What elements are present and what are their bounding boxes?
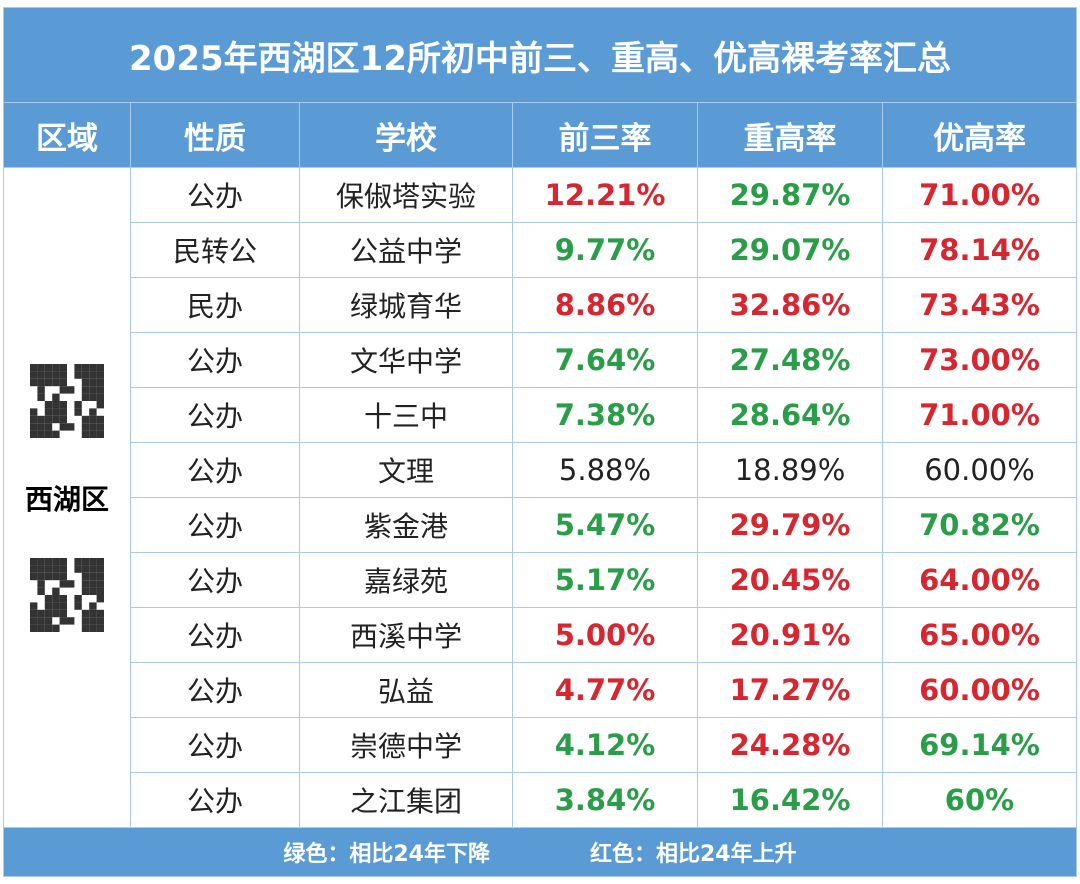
rate-cell: 73.00%: [882, 332, 1077, 388]
column-header: 前三率: [512, 102, 698, 168]
rate-cell: 24.28%: [697, 717, 883, 773]
rate-cell: 5.17%: [512, 552, 698, 608]
rate-cell: 5.47%: [512, 497, 698, 553]
school-type: 公办: [130, 332, 300, 388]
rate-cell: 71.00%: [882, 167, 1077, 223]
school-type: 民办: [130, 277, 300, 333]
region-cell: 西湖区: [3, 167, 131, 828]
school-name: 之江集团: [299, 772, 513, 828]
school-name: 十三中: [299, 387, 513, 443]
school-name: 文理: [299, 442, 513, 498]
school-type: 公办: [130, 772, 300, 828]
rate-cell: 4.77%: [512, 662, 698, 718]
rate-cell: 69.14%: [882, 717, 1077, 773]
rate-cell: 5.00%: [512, 607, 698, 663]
rate-cell: 4.12%: [512, 717, 698, 773]
school-type: 公办: [130, 717, 300, 773]
rate-cell: 16.42%: [697, 772, 883, 828]
school-type: 公办: [130, 497, 300, 553]
school-name: 弘益: [299, 662, 513, 718]
school-type: 公办: [130, 662, 300, 718]
column-header: 区域: [3, 102, 131, 168]
qr-code: [30, 363, 104, 438]
rate-cell: 17.27%: [697, 662, 883, 718]
rate-cell: 27.48%: [697, 332, 883, 388]
rate-cell: 73.43%: [882, 277, 1077, 333]
rate-cell: 60%: [882, 772, 1077, 828]
rate-cell: 29.79%: [697, 497, 883, 553]
rate-cell: 12.21%: [512, 167, 698, 223]
rate-cell: 70.82%: [882, 497, 1077, 553]
rate-cell: 9.77%: [512, 222, 698, 278]
rate-cell: 32.86%: [697, 277, 883, 333]
school-name: 紫金港: [299, 497, 513, 553]
rate-cell: 60.00%: [882, 442, 1077, 498]
school-name: 公益中学: [299, 222, 513, 278]
school-type: 公办: [130, 552, 300, 608]
school-name: 嘉绿苑: [299, 552, 513, 608]
column-header: 性质: [130, 102, 300, 168]
school-type: 民转公: [130, 222, 300, 278]
legend-footer: 绿色：相比24年下降 红色：相比24年上升: [3, 827, 1077, 877]
rate-cell: 29.87%: [697, 167, 883, 223]
rate-cell: 8.86%: [512, 277, 698, 333]
rate-cell: 7.38%: [512, 387, 698, 443]
rate-cell: 71.00%: [882, 387, 1077, 443]
school-type: 公办: [130, 387, 300, 443]
rate-cell: 20.45%: [697, 552, 883, 608]
school-name: 文华中学: [299, 332, 513, 388]
school-name: 崇德中学: [299, 717, 513, 773]
rate-cell: 7.64%: [512, 332, 698, 388]
column-header: 优高率: [882, 102, 1077, 168]
region-label: 西湖区: [24, 482, 109, 516]
rate-cell: 28.64%: [697, 387, 883, 443]
column-header: 学校: [299, 102, 513, 168]
legend-note: 红色：相比24年上升: [590, 842, 797, 867]
school-name: 绿城育华: [299, 277, 513, 333]
school-type: 公办: [130, 167, 300, 223]
rate-cell: 64.00%: [882, 552, 1077, 608]
school-name: 保俶塔实验: [299, 167, 513, 223]
column-header: 重高率: [697, 102, 883, 168]
rate-cell: 18.89%: [697, 442, 883, 498]
table-title: 2025年西湖区12所初中前三、重高、优高裸考率汇总: [3, 7, 1077, 103]
rate-cell: 65.00%: [882, 607, 1077, 663]
school-type: 公办: [130, 607, 300, 663]
rate-cell: 20.91%: [697, 607, 883, 663]
rate-cell: 78.14%: [882, 222, 1077, 278]
school-name: 西溪中学: [299, 607, 513, 663]
rate-cell: 29.07%: [697, 222, 883, 278]
rate-cell: 5.88%: [512, 442, 698, 498]
legend-note: 绿色：相比24年下降: [283, 842, 490, 867]
rate-cell: 3.84%: [512, 772, 698, 828]
rate-cell: 60.00%: [882, 662, 1077, 718]
qr-code: [30, 557, 104, 632]
school-type: 公办: [130, 442, 300, 498]
